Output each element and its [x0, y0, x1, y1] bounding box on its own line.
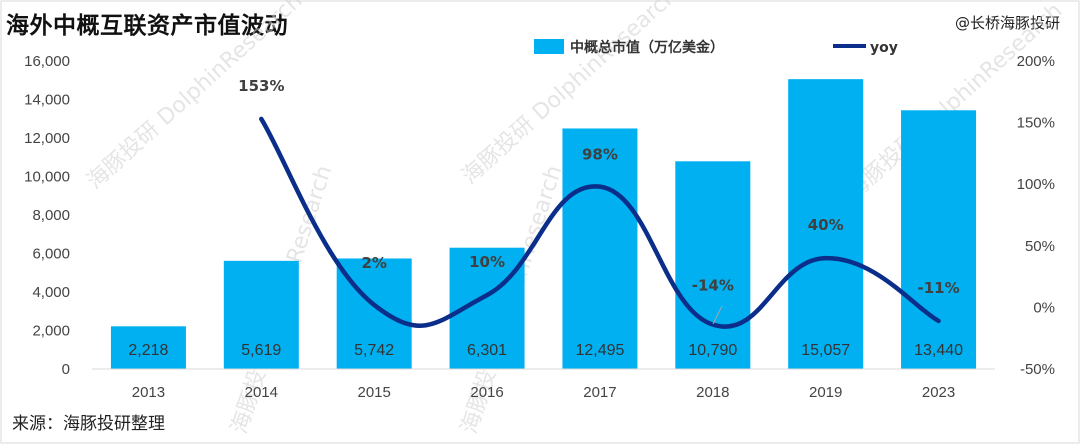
source-note: 来源：海豚投研整理 — [12, 414, 165, 434]
bar-value-label: 5,742 — [354, 342, 394, 359]
bar-value-label: 5,619 — [241, 342, 281, 359]
left-y-tick-label: 12,000 — [24, 130, 70, 147]
leader-line-2018 — [712, 305, 723, 325]
yoy-line — [259, 116, 941, 329]
left-y-tick-label: 6,000 — [32, 246, 70, 263]
left-y-tick-label: 0 — [62, 361, 70, 378]
x-tick-label: 2019 — [809, 384, 842, 401]
yoy-value-label: -14% — [692, 277, 734, 295]
bar-value-label: 2,218 — [128, 342, 168, 359]
legend-bar-swatch — [534, 39, 564, 54]
left-y-tick-label: 10,000 — [24, 169, 70, 186]
yoy-value-label: 153% — [238, 77, 284, 95]
bar-2019 — [788, 79, 864, 370]
legend: 中概总市值（万亿美金） yoy — [534, 39, 898, 56]
x-tick-label: 2013 — [132, 384, 165, 401]
yoy-value-label: 10% — [469, 253, 505, 271]
bar-2023 — [901, 110, 977, 369]
legend-bar-label: 中概总市值（万亿美金） — [570, 39, 724, 56]
legend-line-label: yoy — [870, 40, 898, 56]
x-tick-label: 2016 — [470, 384, 503, 401]
left-y-tick-label: 14,000 — [24, 92, 70, 109]
bar-value-label: 10,790 — [688, 342, 737, 359]
right-y-tick-label: 50% — [1025, 238, 1055, 255]
bar-value-label: 15,057 — [801, 342, 850, 359]
left-y-tick-label: 2,000 — [32, 323, 70, 340]
left-y-tick-label: 8,000 — [32, 207, 70, 224]
left-y-tick-label: 4,000 — [32, 284, 70, 301]
right-y-tick-label: 100% — [1017, 176, 1055, 193]
right-y-tick-label: 200% — [1017, 53, 1055, 70]
bar-2017 — [562, 128, 638, 369]
bar-value-label: 13,440 — [914, 342, 963, 359]
x-tick-label: 2023 — [922, 384, 955, 401]
yoy-value-label: -11% — [917, 279, 959, 297]
brand-label: @长桥海豚投研 — [954, 14, 1060, 32]
right-y-tick-label: 150% — [1017, 115, 1055, 132]
watermark-3: 海豚投研 DolphinResearch — [82, 0, 307, 194]
bar-2018 — [675, 161, 751, 369]
yoy-value-label: 40% — [808, 216, 844, 234]
bar-2014 — [223, 260, 299, 369]
right-y-tick-label: 0% — [1033, 299, 1055, 316]
x-tick-label: 2014 — [245, 384, 278, 401]
bar-value-label: 12,495 — [575, 342, 624, 359]
chart-title: 海外中概互联资产市值波动 — [6, 13, 288, 39]
left-y-tick-label: 16,000 — [24, 53, 70, 70]
x-tick-label: 2015 — [358, 384, 391, 401]
right-y-tick-label: -50% — [1020, 361, 1055, 378]
bar-2013 — [110, 326, 186, 369]
x-tick-label: 2017 — [583, 384, 616, 401]
yoy-value-label: 98% — [582, 146, 618, 164]
x-tick-label: 2018 — [696, 384, 729, 401]
bar-value-label: 6,301 — [467, 342, 507, 359]
yoy-value-label: 2% — [361, 254, 386, 272]
